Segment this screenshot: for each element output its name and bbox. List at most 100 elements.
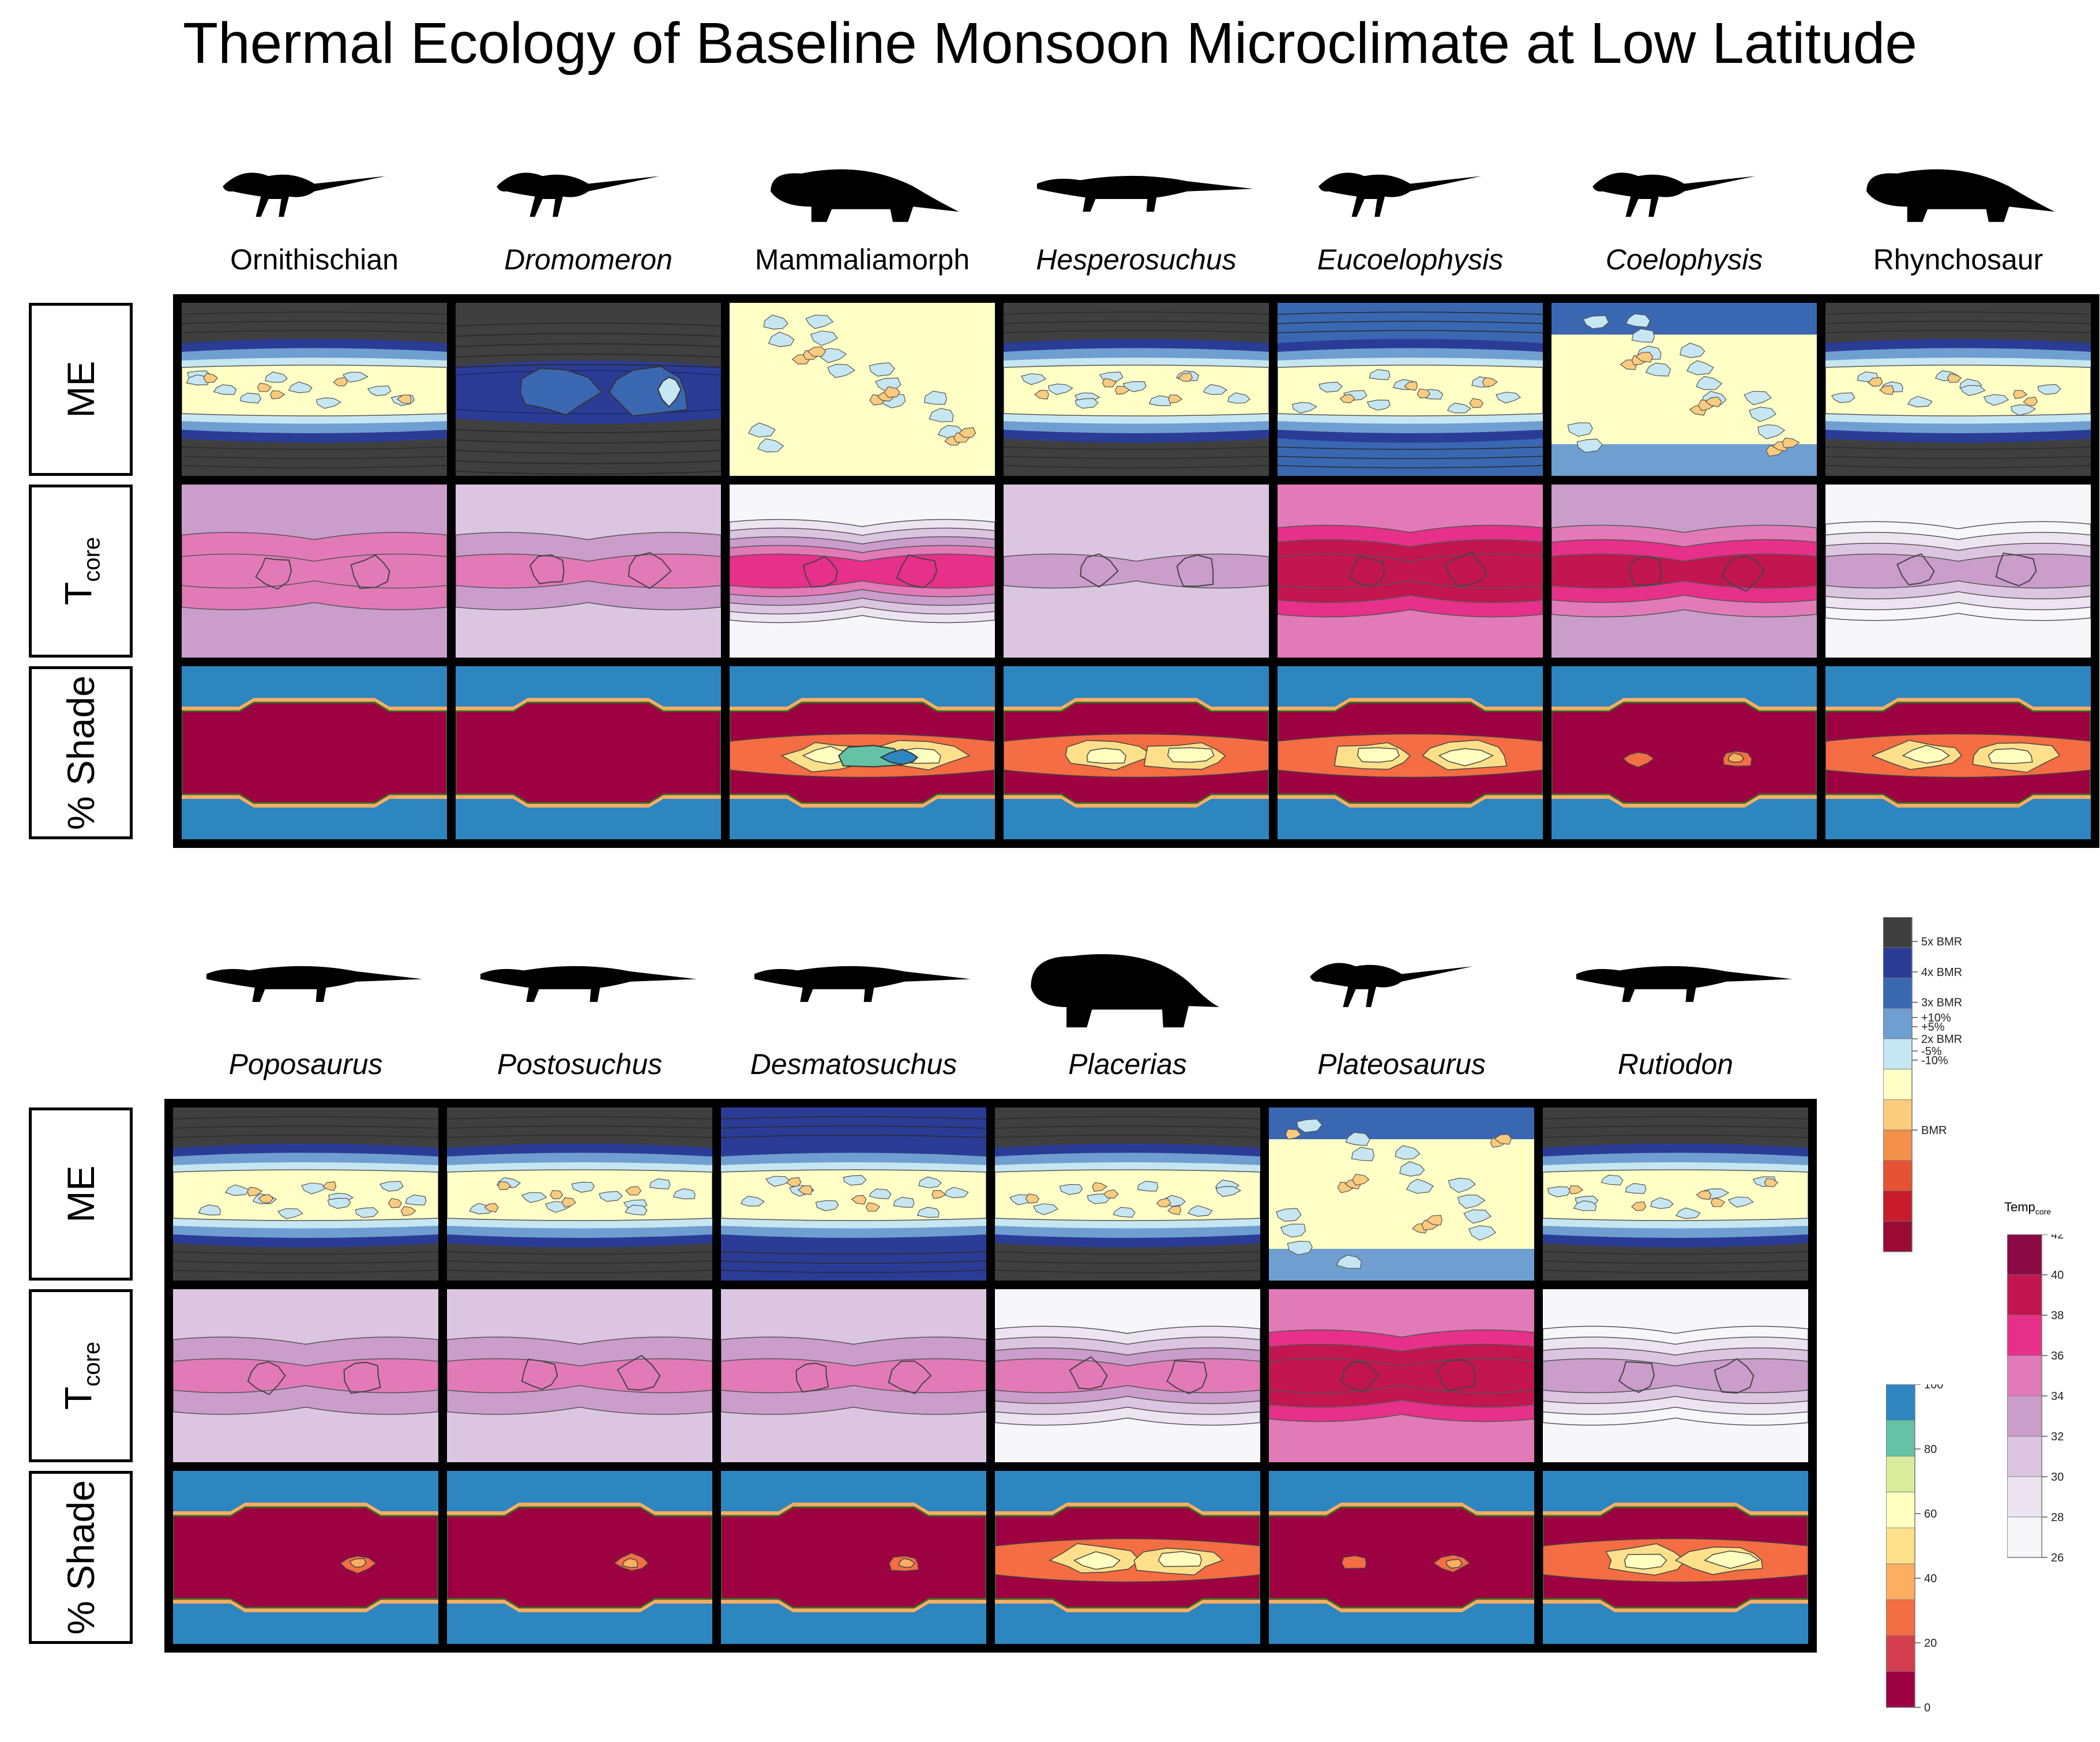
tcore-colorbar-swatch [2007, 1274, 2042, 1316]
shade-panel-dromomeron [456, 666, 721, 839]
tcore-colorbar-tick-label: 32 [2051, 1431, 2064, 1443]
shade-colorbar-swatch [1886, 1599, 1915, 1636]
tcore-colorbar-title-main: Temp [2004, 1200, 2035, 1214]
postosuchus-silhouette [480, 966, 697, 1003]
tcore-colorbar-title: Tempcore [2004, 1200, 2051, 1216]
tcore-colorbar-swatch [2007, 1516, 2042, 1558]
me-panel-eucoelophysis [1278, 303, 1543, 476]
me-colorbar-swatch [1883, 947, 1913, 978]
tcore-colorbar-tick-label: 36 [2051, 1350, 2064, 1362]
coelophysis-silhouette [1592, 172, 1756, 217]
me-colorbar-swatch [1883, 1008, 1913, 1039]
me-colorbar-tick-label: +5% [1921, 1021, 1945, 1034]
shade-panel-rhynchosaur [1825, 666, 2091, 839]
me-colorbar-swatch [1883, 1221, 1913, 1252]
shade-panel-eucoelophysis [1278, 666, 1543, 839]
me-colorbar-tick-label: 3x BMR [1921, 997, 1962, 1009]
tcore-colorbar-swatch [2007, 1234, 2042, 1275]
row-label-me: ME [29, 303, 133, 476]
me-panel-mammaliamorph [730, 303, 995, 476]
taxon-label: Rhynchosaur [1873, 243, 2043, 276]
me-colorbar-tick-label: BMR [1921, 1124, 1947, 1137]
tcore-colorbar-swatch [2007, 1476, 2042, 1518]
me-colorbar-swatch [1883, 917, 1913, 948]
tcore-panel-ornithischian [182, 485, 447, 658]
taxon-label: Postosuchus [497, 1048, 663, 1080]
row-label-text-me: ME [59, 1165, 102, 1223]
ornithischian-silhouette [223, 172, 386, 217]
row-label-text-me: ME [59, 361, 102, 418]
me-panel-rutiodon [1543, 1107, 1808, 1281]
shade-colorbar-swatch [1886, 1635, 1915, 1672]
shade-colorbar: 100 80 60 40 20 0 [1886, 1384, 1943, 1714]
rhynchosaur-silhouette [1866, 169, 2055, 222]
taxon-label: Poposaurus [228, 1048, 383, 1080]
row-label-shade: % Shade [29, 1471, 133, 1644]
tcore-colorbar-swatch [2007, 1315, 2042, 1356]
tcore-label-main: T [57, 1386, 100, 1410]
tcore-colorbar-tick-label: 40 [2051, 1269, 2064, 1282]
shade-colorbar-tick-label: 100 [1924, 1384, 1943, 1391]
me-colorbar-swatch [1883, 1038, 1913, 1070]
row-label-tcore: Tcore [29, 485, 133, 658]
shade-panel-hesperosuchus [1004, 666, 1269, 839]
taxon-label: Hesperosuchus [1036, 243, 1237, 276]
me-colorbar-tick-label: -5% [1921, 1045, 1942, 1058]
row-label-me: ME [29, 1107, 133, 1281]
shade-colorbar-tick-label: 40 [1924, 1572, 1937, 1585]
me-colorbar-swatch [1883, 978, 1913, 1009]
row-label-text-shade: % Shade [59, 1480, 102, 1635]
tcore-colorbar-tick-label: 34 [2051, 1390, 2064, 1403]
tcore-panel-poposaurus [173, 1289, 438, 1462]
me-colorbar-swatch [1883, 1129, 1913, 1161]
taxon-label: Rutiodon [1617, 1048, 1734, 1080]
tcore-colorbar-tick-label: 30 [2051, 1471, 2064, 1484]
shade-colorbar-tick-label: 80 [1924, 1443, 1937, 1456]
shade-panel-poposaurus [173, 1471, 438, 1644]
tcore-colorbar-tick-label: 38 [2051, 1309, 2064, 1322]
taxon-label: Mammaliamorph [754, 243, 970, 276]
me-colorbar-swatch [1883, 1069, 1913, 1100]
tcore-panel-plateosaurus [1269, 1289, 1534, 1462]
tcore-panel-rhynchosaur [1825, 485, 2091, 658]
tcore-colorbar-swatch [2007, 1355, 2042, 1396]
me-panel-ornithischian [182, 303, 447, 476]
tcore-label-main: T [57, 581, 100, 606]
shade-panel-plateosaurus [1269, 1471, 1534, 1644]
hesperosuchus-silhouette [1036, 175, 1253, 212]
tcore-label-sub: core [79, 1341, 105, 1387]
me-panel-poposaurus [173, 1107, 438, 1281]
shade-panel-placerias [995, 1471, 1260, 1644]
mammaliamorph-silhouette [771, 169, 959, 222]
me-colorbar: 5x BMR 4x BMR 3x BMR +10%+5%2x BMR-5%-10% BM… [1883, 917, 1962, 1252]
tcore-panel-placerias [995, 1289, 1260, 1462]
me-panel-postosuchus [447, 1107, 712, 1281]
taxon-label: Eucoelophysis [1317, 243, 1504, 276]
row-label-tcore: Tcore [29, 1289, 133, 1462]
shade-panel-mammaliamorph [730, 666, 995, 839]
desmatosuchus-silhouette [754, 966, 971, 1003]
dromomeron-silhouette [497, 172, 660, 217]
taxon-label: Coelophysis [1605, 243, 1763, 276]
tcore-panel-postosuchus [447, 1289, 712, 1462]
me-panel-coelophysis [1551, 303, 1817, 476]
me-colorbar-tick-label: 4x BMR [1921, 966, 1962, 979]
shade-panel-postosuchus [447, 1471, 712, 1644]
tcore-panel-rutiodon [1543, 1289, 1808, 1462]
me-panel-placerias [995, 1107, 1260, 1281]
shade-colorbar-swatch [1886, 1384, 1915, 1421]
me-colorbar-swatch [1883, 1099, 1913, 1131]
row-label-text-shade: % Shade [59, 675, 102, 830]
tcore-panel-mammaliamorph [730, 485, 995, 658]
me-colorbar-swatch [1883, 1160, 1913, 1191]
me-panel-dromomeron [456, 303, 721, 476]
tcore-panel-coelophysis [1551, 485, 1817, 658]
row-label-text-tcore: Tcore [56, 537, 105, 605]
me-panel-rhynchosaur [1825, 303, 2091, 476]
placerias-silhouette [1031, 954, 1219, 1028]
heatmap-grid-2 [164, 1099, 1817, 1653]
shade-panel-desmatosuchus [721, 1471, 986, 1644]
tcore-panel-hesperosuchus [1004, 485, 1269, 658]
taxon-label: Plateosaurus [1317, 1048, 1486, 1080]
taxon-label: Dromomeron [504, 243, 673, 276]
